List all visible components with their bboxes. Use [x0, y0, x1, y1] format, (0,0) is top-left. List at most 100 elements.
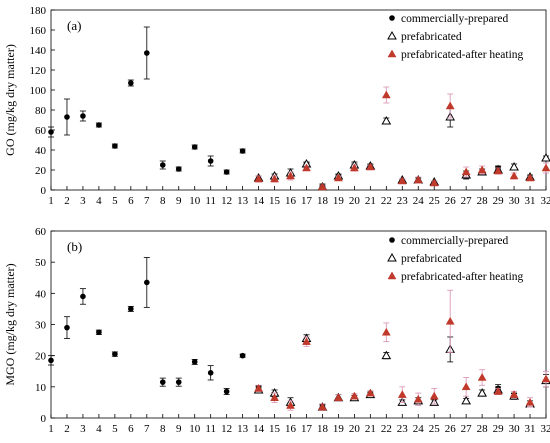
x-tick-label: 25	[429, 195, 441, 207]
data-point	[302, 337, 311, 345]
series-2	[254, 86, 550, 191]
y-tick-label: 60	[35, 226, 47, 238]
data-point	[445, 316, 455, 325]
x-tick-label: 27	[461, 423, 473, 435]
x-tick-label: 20	[349, 195, 361, 207]
data-point	[445, 101, 455, 110]
y-axis-label: MGO (mg/kg dry matter)	[3, 263, 17, 385]
data-point	[429, 391, 439, 400]
x-tick-label: 21	[365, 195, 376, 207]
data-point	[333, 393, 343, 401]
legend-label: commercially-prepared	[401, 235, 509, 247]
x-tick-label: 31	[525, 195, 536, 207]
y-tick-label: 0	[41, 413, 47, 425]
x-tick-label: 11	[205, 423, 216, 435]
x-tick-label: 9	[176, 195, 182, 207]
data-point	[270, 174, 279, 183]
x-tick-label: 16	[285, 423, 297, 435]
data-point	[80, 293, 86, 300]
x-tick-label: 4	[96, 423, 102, 435]
legend-marker	[387, 252, 397, 262]
x-tick-label: 26	[445, 423, 457, 435]
data-point	[541, 152, 550, 162]
data-point	[144, 50, 150, 56]
x-tick-label: 13	[237, 423, 249, 435]
data-point	[509, 161, 519, 171]
data-point	[461, 382, 471, 391]
data-point	[477, 388, 487, 397]
legend-label: prefabricated-after heating	[401, 49, 524, 61]
data-point	[413, 394, 423, 403]
x-tick-label: 5	[112, 423, 118, 435]
data-point	[381, 327, 391, 336]
y-tick-label: 140	[30, 45, 47, 57]
legend-marker	[389, 237, 395, 243]
plot-frame	[50, 230, 547, 419]
data-point	[112, 143, 118, 149]
data-point	[207, 370, 214, 376]
legend: commercially-prepared prefabricated prefab…	[387, 13, 524, 61]
x-tick-label: 11	[205, 195, 216, 207]
x-tick-label: 9	[176, 423, 182, 435]
legend-marker	[387, 271, 397, 280]
data-point	[318, 182, 327, 191]
data-point	[64, 324, 70, 331]
y-tick-label: 10	[35, 382, 47, 394]
data-point	[96, 329, 102, 336]
x-tick-label: 23	[397, 423, 409, 435]
x-tick-label: 1	[48, 195, 54, 207]
x-tick-label: 31	[525, 423, 536, 435]
x-tick-label: 24	[413, 195, 425, 207]
x-tick-label: 28	[477, 195, 489, 207]
x-tick-label: 13	[237, 195, 249, 207]
x-tick-label: 19	[333, 423, 345, 435]
data-point	[349, 163, 359, 172]
panel-label: (a)	[67, 18, 81, 33]
legend-label: prefabricated	[401, 253, 462, 265]
x-tick-label: 25	[429, 423, 441, 435]
series-2	[254, 289, 550, 411]
data-point	[128, 306, 134, 312]
x-tick-label: 29	[493, 423, 505, 435]
data-point	[429, 178, 439, 187]
legend: commercially-prepared prefabricated prefab…	[387, 235, 524, 283]
y-tick-label: 40	[35, 145, 47, 157]
data-point	[223, 388, 230, 395]
data-point	[525, 173, 535, 182]
data-point	[477, 165, 487, 174]
x-tick-label: 7	[144, 195, 150, 207]
x-tick-label: 3	[80, 423, 86, 435]
data-point	[223, 169, 230, 175]
data-point	[509, 171, 519, 180]
y-tick-label: 120	[30, 65, 47, 77]
x-tick-label: 18	[317, 423, 329, 435]
x-tick-label: 3	[80, 195, 86, 207]
data-point	[381, 115, 392, 125]
x-tick-label: 5	[112, 195, 118, 207]
data-point	[381, 350, 392, 360]
data-point	[461, 167, 471, 176]
legend-marker	[387, 30, 397, 40]
y-tick-label: 20	[35, 165, 47, 177]
x-tick-label: 14	[253, 195, 265, 207]
y-tick-label: 160	[30, 25, 47, 37]
y-tick-label: 80	[35, 105, 47, 117]
y-tick-label: 40	[35, 288, 47, 300]
x-tick-label: 22	[381, 423, 392, 435]
data-point	[270, 393, 279, 401]
data-point	[413, 175, 423, 184]
legend-label: prefabricated	[401, 31, 462, 43]
x-tick-label: 7	[144, 423, 150, 435]
data-point	[159, 379, 166, 385]
legend-label: prefabricated-after heating	[401, 271, 524, 283]
data-point	[128, 80, 134, 86]
x-tick-label: 14	[253, 423, 265, 435]
x-tick-label: 1	[48, 423, 54, 435]
x-tick-label: 24	[413, 423, 425, 435]
data-point	[493, 166, 503, 175]
x-tick-label: 2	[64, 423, 70, 435]
x-tick-label: 15	[269, 195, 281, 207]
x-tick-label: 8	[160, 423, 166, 435]
panel-label: (b)	[67, 239, 82, 254]
